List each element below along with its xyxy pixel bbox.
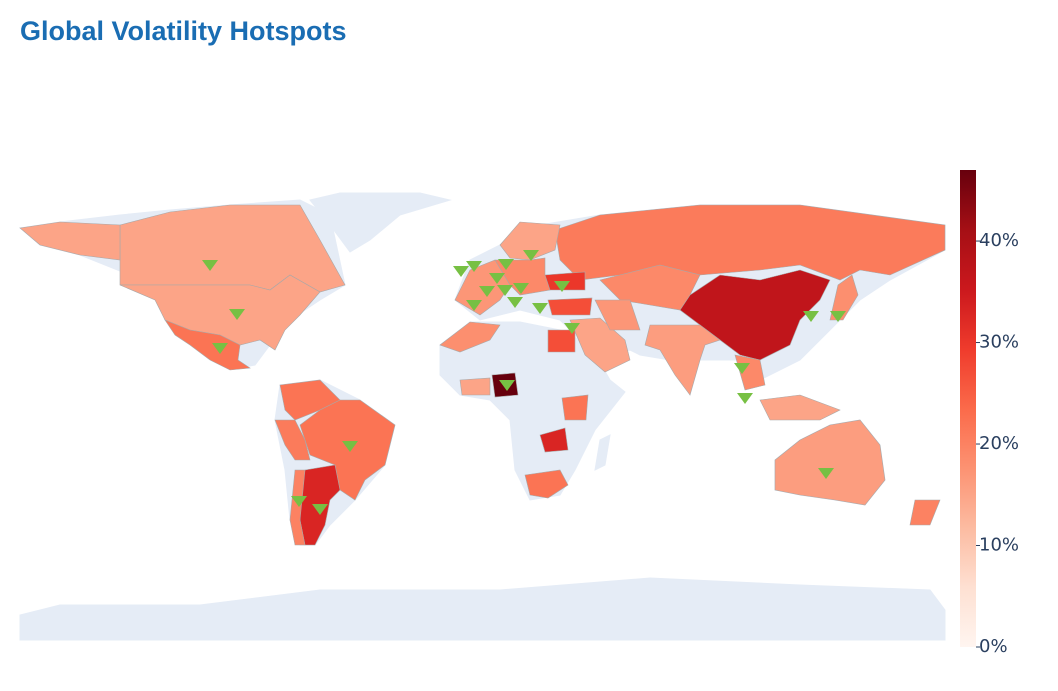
country	[539, 427, 569, 453]
hotspot-marker	[554, 281, 570, 292]
hotspot-marker	[312, 504, 328, 515]
colorbar: 0% 10% 20% 30% 40%	[960, 170, 1019, 657]
hotspot-marker	[497, 285, 513, 296]
country	[459, 377, 491, 396]
hotspot-marker	[564, 323, 580, 334]
land	[594, 434, 611, 471]
colorbar-tick-label: 40%	[979, 230, 1019, 251]
country	[774, 419, 886, 506]
country	[569, 317, 631, 373]
colorbar-tick-label: 10%	[979, 535, 1019, 556]
country	[19, 221, 121, 261]
hotspot-marker	[342, 441, 358, 452]
hotspot-marker	[734, 363, 750, 374]
country	[561, 394, 589, 421]
land	[309, 192, 452, 253]
hotspot-marker	[803, 311, 819, 322]
hotspot-marker	[532, 303, 548, 314]
hotspot-marker	[212, 343, 228, 354]
land	[19, 577, 946, 641]
country	[554, 204, 946, 281]
country	[274, 419, 311, 461]
hotspot-marker	[507, 297, 523, 308]
country	[499, 221, 561, 261]
hotspot-marker	[498, 259, 514, 270]
country	[439, 321, 501, 353]
hotspot-marker	[499, 380, 515, 391]
hotspot-marker	[202, 260, 218, 271]
chart-title: Global Volatility Hotspots	[20, 16, 347, 46]
country	[829, 274, 859, 321]
country	[299, 399, 396, 501]
hotspot-marker	[291, 496, 307, 507]
country	[289, 469, 306, 546]
hotspot-marker	[466, 300, 482, 311]
hotspot-marker	[229, 309, 245, 320]
land	[439, 321, 626, 501]
hotspot-marker	[466, 261, 482, 272]
colorbar-tick-label: 0%	[979, 636, 1008, 657]
country	[524, 469, 569, 499]
country	[594, 299, 641, 331]
colorbar-gradient	[960, 170, 976, 647]
country	[547, 329, 576, 353]
colorbar-tick-label: 30%	[979, 332, 1019, 353]
hotspot-marker	[830, 311, 846, 322]
country	[909, 499, 941, 526]
hotspot-marker	[453, 266, 469, 277]
country	[164, 319, 251, 371]
hotspot-marker	[479, 286, 495, 297]
country	[759, 394, 841, 421]
country	[644, 324, 721, 396]
hotspot-marker	[737, 393, 753, 404]
hotspot-marker	[523, 250, 539, 261]
hotspot-marker	[513, 283, 529, 294]
colorbar-tick-label: 20%	[979, 433, 1019, 454]
markers	[202, 250, 846, 515]
country	[547, 297, 593, 316]
hotspot-marker	[489, 273, 505, 284]
hotspot-marker	[818, 468, 834, 479]
